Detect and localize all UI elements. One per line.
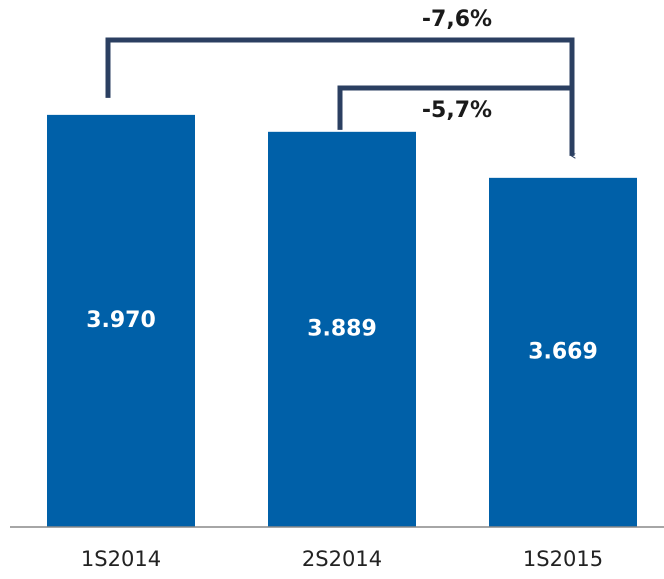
annotation: -5,7% [422, 98, 492, 123]
bar [268, 131, 416, 527]
x-tick-label: 1S2015 [523, 547, 603, 571]
value-label: 3.669 [528, 339, 598, 364]
value-label: 3.889 [307, 316, 377, 341]
x-tick-label: 1S2014 [81, 547, 161, 571]
value-label: 3.970 [86, 308, 156, 333]
x-tick-label: 2S2014 [302, 547, 382, 571]
annotation: -7,6% [422, 7, 492, 32]
bracket [105, 37, 572, 156]
bracket [337, 85, 572, 130]
bar [489, 177, 637, 527]
bar [47, 114, 195, 527]
